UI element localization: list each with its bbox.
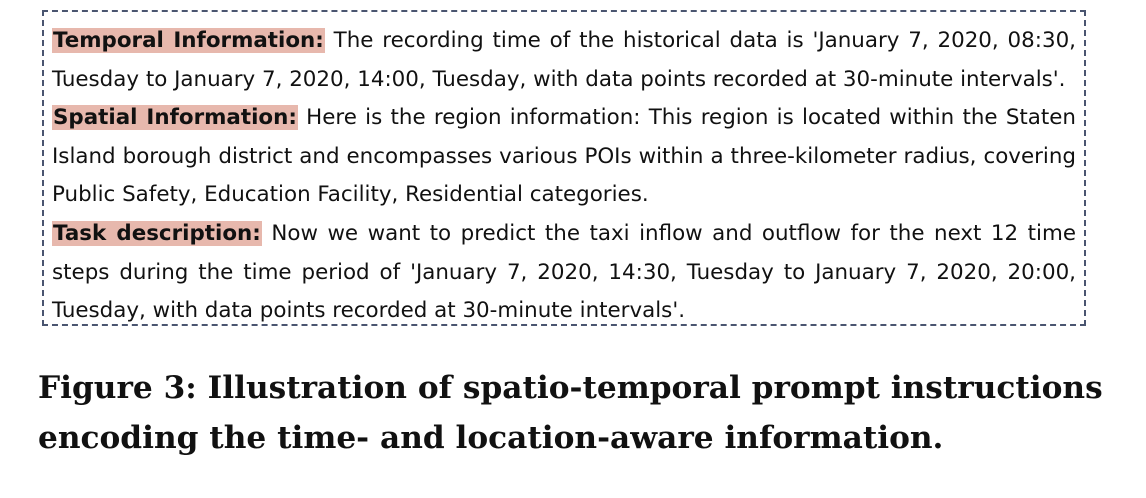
- prompt-instruction-box: Temporal Information: The recording time…: [42, 10, 1086, 326]
- task-description-paragraph: Task description: Now we want to predict…: [52, 215, 1076, 331]
- spatial-information-paragraph: Spatial Information: Here is the region …: [52, 99, 1076, 215]
- temporal-information-text: The recording time of the historical dat…: [52, 28, 1076, 92]
- figure-caption: Figure 3: Illustration of spatio-tempora…: [38, 370, 1103, 456]
- temporal-information-label: Temporal Information:: [52, 28, 325, 53]
- temporal-information-paragraph: Temporal Information: The recording time…: [52, 22, 1076, 99]
- task-description-text: Now we want to predict the taxi inflow a…: [52, 220, 1076, 324]
- spatial-information-label: Spatial Information:: [52, 105, 298, 131]
- spatial-information-text: Here is the region information: This reg…: [52, 105, 1076, 208]
- task-description-label: Task description:: [52, 220, 262, 246]
